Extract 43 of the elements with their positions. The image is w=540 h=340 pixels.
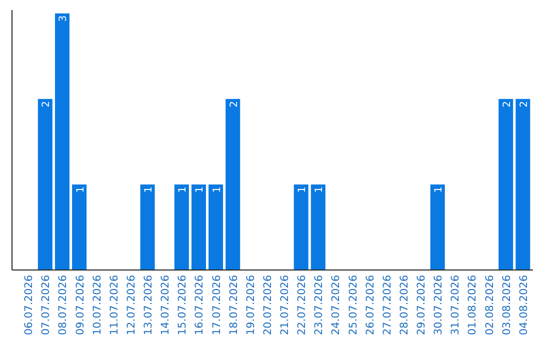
x-tick-label: 18.07.2026: [228, 274, 240, 336]
x-tick-label: 09.07.2026: [74, 274, 86, 336]
data-label: 1: [144, 186, 155, 193]
data-label: 1: [194, 186, 206, 193]
x-tick-label: 14.07.2026: [160, 274, 172, 336]
x-tick-label: 19.07.2026: [244, 274, 257, 336]
x-tick-label: 31.07.2026: [450, 274, 462, 336]
x-tick-label: 23.07.2026: [313, 274, 326, 336]
x-tick-label: 27.07.2026: [381, 274, 394, 336]
x-tick-label: 01.08.2026: [466, 274, 479, 336]
x-tick-label: 12.07.2026: [125, 274, 138, 336]
x-tick-label: 13.07.2026: [142, 274, 155, 336]
x-tick-label: 22.07.2026: [296, 274, 308, 336]
x-tick-label: 16.07.2026: [194, 274, 206, 336]
x-tick-label: 25.07.2026: [347, 274, 360, 336]
data-label: 1: [314, 186, 326, 193]
x-tick-label: 20.07.2026: [262, 274, 274, 336]
data-label: 3: [58, 15, 70, 22]
data-label: 2: [502, 100, 513, 108]
data-label: 1: [212, 186, 223, 193]
data-label: 1: [297, 186, 308, 193]
x-tick-label: 28.07.2026: [398, 274, 410, 336]
data-label: 2: [41, 100, 52, 108]
x-tick-label: 08.07.2026: [57, 274, 70, 336]
x-tick-label: 17.07.2026: [210, 274, 223, 336]
data-label: 1: [178, 186, 189, 193]
x-tick-label: 07.07.2026: [40, 274, 52, 336]
x-tick-label: 26.07.2026: [364, 274, 376, 336]
x-tick-label: 02.08.2026: [484, 274, 496, 336]
x-tick-label: 10.07.2026: [91, 274, 104, 336]
data-label: 1: [75, 186, 86, 193]
x-tick-label: 03.08.2026: [500, 274, 513, 336]
x-tick-label: 15.07.2026: [176, 274, 189, 336]
x-tick-label: 30.07.2026: [432, 274, 445, 336]
x-tick-label: 21.07.2026: [279, 274, 292, 336]
data-label: 1: [434, 186, 445, 193]
data-label: 2: [228, 100, 240, 108]
x-tick-label: 06.07.2026: [23, 274, 36, 336]
x-tick-label: 24.07.2026: [330, 274, 342, 336]
data-label: 2: [518, 100, 530, 108]
x-tick-label: 04.08.2026: [518, 274, 530, 336]
x-tick-label: 29.07.2026: [416, 274, 428, 336]
x-tick-label: 11.07.2026: [108, 274, 120, 336]
